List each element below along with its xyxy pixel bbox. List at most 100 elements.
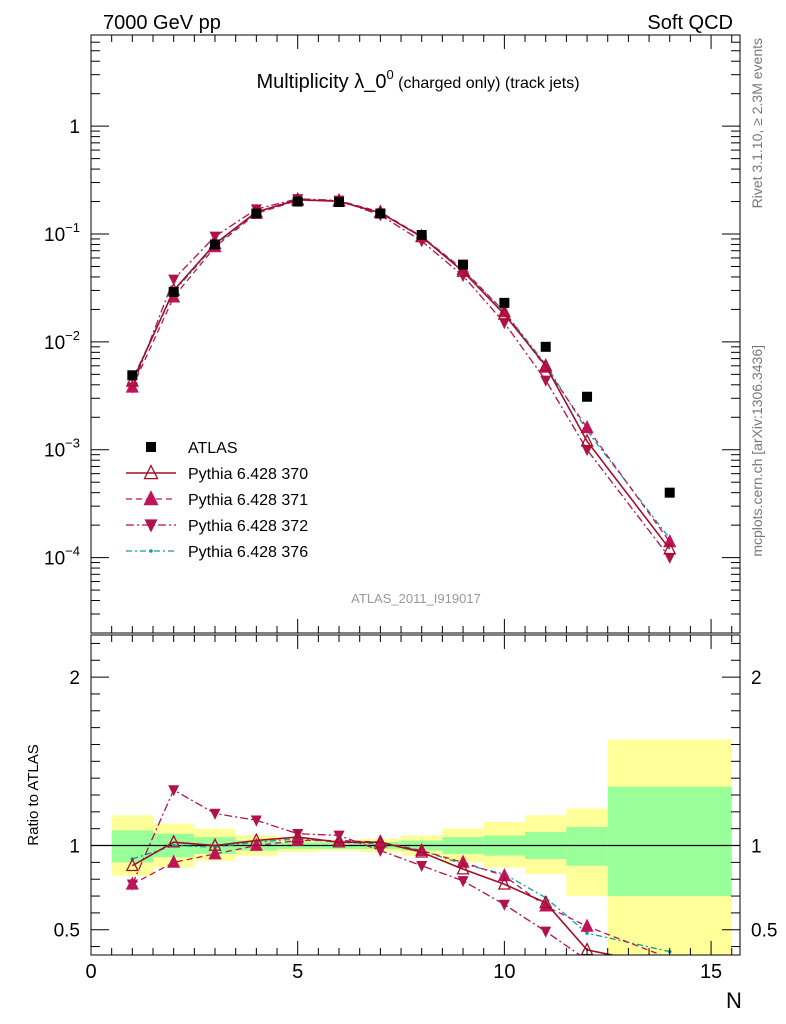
legend: ATLAS Pythia 6.428 370 Pythia 6.428 371 Pyt… bbox=[126, 440, 308, 561]
series-atlas bbox=[127, 196, 675, 498]
ratio-uncertainty-bands bbox=[91, 739, 740, 955]
data-point bbox=[168, 785, 180, 797]
data-point bbox=[146, 442, 156, 452]
data-point bbox=[143, 464, 159, 480]
data-point bbox=[127, 370, 138, 381]
data-point bbox=[373, 834, 387, 848]
data-point bbox=[498, 899, 510, 911]
ratio-y-tick-label: 1 bbox=[751, 837, 762, 858]
data-point bbox=[663, 541, 677, 555]
data-point bbox=[582, 391, 593, 402]
main-axis-ticks bbox=[91, 34, 740, 634]
data-point bbox=[580, 433, 594, 447]
green-band bbox=[566, 827, 608, 866]
data-point bbox=[415, 844, 429, 858]
data-point bbox=[664, 487, 675, 498]
data-point bbox=[497, 868, 511, 882]
data-point bbox=[416, 229, 427, 240]
data-point bbox=[375, 208, 386, 219]
x-tick-label: 5 bbox=[292, 961, 303, 983]
data-point bbox=[291, 829, 305, 843]
ratio-y-tick-label: 2 bbox=[751, 668, 762, 689]
ratio-pythia-6-428-370 bbox=[125, 829, 616, 955]
data-point bbox=[540, 926, 552, 938]
data-point bbox=[497, 306, 511, 320]
data-point bbox=[167, 854, 181, 868]
data-point bbox=[456, 861, 470, 875]
data-point bbox=[456, 263, 470, 277]
y-tick-label: 1 bbox=[69, 117, 80, 138]
data-point bbox=[539, 895, 553, 909]
data-point bbox=[210, 239, 221, 250]
analysis-watermark: ATLAS_2011_I919017 bbox=[351, 591, 481, 606]
data-point bbox=[149, 549, 153, 553]
ratio-y-tick-label: 2 bbox=[69, 668, 80, 689]
data-point bbox=[249, 832, 263, 846]
data-point bbox=[499, 297, 510, 308]
y-tick-label: 10−2 bbox=[44, 328, 80, 354]
x-tick-labels: 0 5 10 15 bbox=[85, 961, 722, 983]
legend-label: Pythia 6.428 376 bbox=[188, 544, 308, 561]
data-point bbox=[540, 341, 551, 352]
data-point bbox=[144, 519, 158, 533]
legend-label: Pythia 6.428 370 bbox=[188, 466, 308, 483]
ratio-y-tick-label: 0.5 bbox=[751, 921, 777, 942]
data-point bbox=[168, 274, 180, 286]
data-point bbox=[209, 808, 221, 820]
data-point bbox=[585, 931, 589, 935]
green-band bbox=[607, 786, 732, 897]
main-series-group bbox=[125, 191, 677, 564]
data-point bbox=[540, 375, 552, 387]
data-point bbox=[580, 419, 594, 434]
data-point bbox=[125, 373, 139, 387]
data-point bbox=[539, 358, 553, 372]
mcplots-label: mcplots.cern.ch [arXiv:1306.3436] bbox=[749, 345, 765, 557]
data-point bbox=[663, 534, 677, 548]
legend-label: Pythia 6.428 372 bbox=[188, 518, 308, 535]
data-point bbox=[250, 815, 262, 827]
data-point bbox=[581, 445, 593, 457]
data-point bbox=[497, 876, 511, 890]
header-energy: 7000 GeV pp bbox=[103, 12, 221, 34]
ratio-y-tick-labels: 0.5 0.5 1 1 2 2 bbox=[54, 668, 778, 942]
data-point bbox=[334, 197, 345, 208]
data-point bbox=[125, 876, 139, 890]
data-point bbox=[251, 208, 262, 219]
x-tick-label: 0 bbox=[85, 961, 96, 983]
rivet-version-label: Rivet 3.1.10, ≥ 2.3M events bbox=[749, 38, 765, 208]
ratio-series-group bbox=[125, 785, 672, 955]
header-category: Soft QCD bbox=[647, 12, 733, 34]
y-tick-label: 10−1 bbox=[44, 220, 80, 246]
data-point bbox=[292, 196, 303, 207]
data-point bbox=[208, 846, 222, 860]
chart-title: Multiplicity λ_00 (charged only) (track … bbox=[256, 67, 579, 93]
x-tick-label: 15 bbox=[700, 961, 722, 983]
ratio-y-tick-label: 0.5 bbox=[54, 921, 80, 942]
main-panel-frame bbox=[90, 34, 741, 634]
data-point bbox=[125, 857, 139, 872]
data-point bbox=[580, 918, 594, 932]
ratio-axis-ticks bbox=[91, 635, 740, 955]
ratio-line bbox=[131, 836, 616, 955]
legend-label: Pythia 6.428 371 bbox=[188, 492, 308, 509]
y-tick-label: 10−4 bbox=[44, 544, 80, 570]
data-point bbox=[664, 552, 676, 564]
data-point bbox=[143, 490, 159, 506]
data-point bbox=[168, 287, 179, 298]
ratio-series-clipped bbox=[125, 785, 672, 955]
ratio-y-axis-label: Ratio to ATLAS bbox=[25, 744, 42, 845]
data-point bbox=[167, 834, 181, 848]
data-point bbox=[208, 837, 222, 851]
data-point bbox=[458, 259, 469, 270]
data-point bbox=[374, 845, 386, 857]
data-point bbox=[416, 860, 428, 873]
ratio-y-tick-label: 1 bbox=[69, 837, 80, 858]
y-tick-label: 10−3 bbox=[44, 436, 80, 462]
x-axis-label: N bbox=[726, 988, 742, 1013]
data-point bbox=[332, 834, 346, 848]
legend-label: ATLAS bbox=[188, 440, 238, 457]
data-point bbox=[457, 876, 469, 888]
main-y-tick-labels: 10−4 10−3 10−2 10−1 1 bbox=[44, 117, 80, 569]
data-point bbox=[498, 318, 510, 330]
